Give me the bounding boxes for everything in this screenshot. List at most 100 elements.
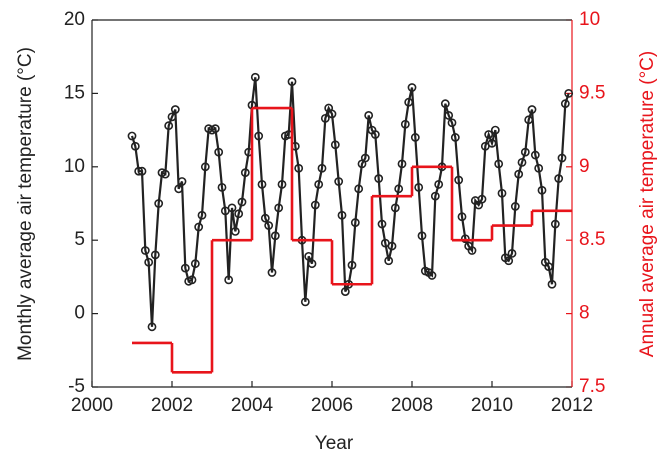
point-marker — [514, 169, 524, 179]
point-marker — [400, 119, 410, 129]
point-marker — [490, 125, 500, 135]
point-marker — [434, 180, 444, 189]
point-marker — [137, 166, 147, 176]
point-marker — [317, 163, 327, 173]
point-marker — [440, 99, 450, 109]
point-marker — [397, 159, 407, 169]
point-marker — [377, 219, 387, 229]
point-marker — [187, 275, 197, 285]
y2-tick-label: 9.5 — [579, 82, 605, 103]
point-marker — [417, 231, 427, 241]
point-marker — [364, 111, 374, 120]
point-marker — [457, 212, 467, 222]
point-marker — [130, 141, 140, 151]
point-marker — [554, 174, 564, 183]
point-marker — [557, 153, 567, 163]
y2-tick-label: 8 — [579, 303, 590, 324]
point-marker — [520, 147, 530, 157]
point-marker — [360, 153, 370, 163]
point-marker — [257, 180, 267, 189]
point-marker — [387, 241, 397, 251]
point-marker — [547, 279, 557, 289]
point-marker — [250, 72, 260, 82]
point-marker — [410, 133, 420, 142]
y-tick-label: 5 — [74, 229, 85, 250]
point-marker — [374, 174, 384, 183]
point-marker — [190, 259, 200, 269]
point-marker — [384, 256, 394, 266]
x-axis-label: Year — [315, 433, 354, 454]
point-marker — [354, 184, 364, 194]
point-marker — [274, 203, 284, 213]
point-marker — [224, 275, 234, 285]
point-marker — [134, 166, 144, 176]
point-marker — [310, 200, 320, 210]
point-marker — [234, 209, 244, 219]
point-marker — [414, 182, 424, 192]
point-marker — [227, 203, 237, 213]
point-marker — [304, 251, 314, 261]
y-axis-label: Monthly average air temperature (°C) — [15, 47, 36, 361]
point-marker — [167, 112, 177, 122]
point-marker — [260, 213, 270, 223]
point-marker — [330, 140, 340, 150]
point-marker — [447, 118, 457, 128]
point-marker — [210, 124, 220, 134]
y-tick-label: 20 — [64, 9, 85, 30]
point-marker — [164, 121, 174, 131]
point-marker — [174, 184, 184, 194]
y-tick-label: 0 — [74, 303, 85, 324]
y2-axis-label: Annual average air temperature (°C) — [637, 51, 658, 357]
point-marker — [507, 249, 517, 258]
point-marker — [337, 210, 347, 220]
point-marker — [254, 131, 264, 141]
x-tick-label: 2002 — [151, 395, 193, 416]
point-marker — [264, 221, 274, 230]
point-marker — [544, 262, 554, 272]
point-marker — [154, 199, 164, 208]
point-marker — [460, 234, 470, 244]
point-marker — [487, 138, 497, 148]
point-marker — [350, 218, 360, 227]
point-marker — [497, 188, 507, 198]
y-tick-label: 10 — [64, 156, 85, 177]
point-marker — [394, 184, 404, 194]
y-tick-label: -5 — [68, 376, 85, 397]
point-marker — [327, 109, 337, 119]
point-marker — [194, 222, 204, 232]
point-marker — [390, 203, 400, 213]
point-marker — [320, 113, 330, 123]
point-marker — [347, 260, 357, 270]
point-marker — [407, 83, 417, 92]
point-marker — [180, 263, 190, 273]
y2-tick-label: 8.5 — [579, 229, 605, 250]
point-marker — [267, 268, 277, 277]
y-tick-label: 15 — [64, 82, 85, 103]
y2-tick-label: 9 — [579, 156, 590, 177]
point-marker — [450, 133, 460, 142]
y2-tick-label: 10 — [579, 9, 600, 30]
point-marker — [467, 246, 477, 255]
y2-tick-label: 7.5 — [579, 376, 605, 397]
point-marker — [314, 180, 324, 189]
point-marker — [404, 97, 414, 107]
point-marker — [524, 115, 534, 125]
point-marker — [334, 177, 344, 186]
point-marker — [340, 287, 350, 296]
point-marker — [300, 297, 310, 307]
x-tick-label: 2000 — [71, 395, 113, 416]
point-marker — [217, 182, 227, 192]
point-marker — [147, 322, 157, 332]
point-marker — [560, 99, 570, 109]
point-marker — [230, 226, 240, 236]
point-marker — [550, 219, 560, 229]
point-marker — [427, 271, 437, 280]
point-marker — [494, 159, 504, 169]
point-marker — [177, 177, 187, 186]
point-marker — [307, 259, 317, 269]
point-marker — [277, 180, 287, 189]
x-tick-label: 2010 — [471, 395, 513, 416]
point-marker — [504, 256, 514, 266]
point-marker — [527, 105, 537, 114]
